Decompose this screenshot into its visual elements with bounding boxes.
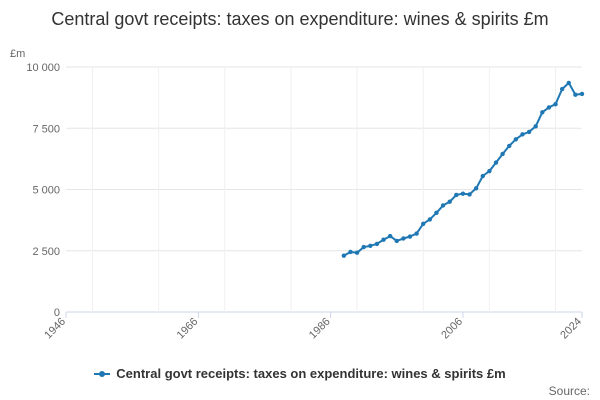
data-point [566,80,571,86]
y-axis: 0 2 500 5 000 7 500 10 000£m [10,48,60,319]
data-point [381,237,386,242]
data-point [434,210,439,215]
data-point [361,244,366,250]
data-point [546,105,552,110]
data-point [526,129,532,135]
data-point [579,91,585,97]
data-point [480,173,485,179]
legend[interactable]: Central govt receipts: taxes on expendit… [0,366,600,381]
x-tick-label: 1986 [307,316,333,342]
x-tick-label: 1966 [175,316,201,342]
x-axis: 1946 1966 1986 2006 2024 [42,312,584,341]
data-point [559,86,565,92]
data-point [467,192,472,197]
data-point [387,233,393,239]
legend-dot [99,370,106,377]
legend-line-marker-icon [94,368,111,380]
data-point [440,203,446,208]
data-point [493,160,499,165]
data-point [341,253,347,258]
data-point [447,199,452,204]
series-line [343,81,583,257]
data-point [540,110,545,115]
y-tick-label: 0 [54,307,60,319]
data-point [374,241,380,247]
data-point [507,143,512,149]
data-point [427,217,433,222]
x-tick-label: 2006 [439,316,465,342]
data-point [460,191,466,196]
data-point [421,221,426,226]
data-point [573,92,578,97]
data-point [394,238,399,244]
x-tick-label: 1946 [42,316,68,342]
data-point [487,168,492,174]
data-point [368,243,373,249]
data-point [533,124,538,129]
gridlines [66,66,582,313]
data-point [473,186,479,191]
y-axis-unit-label: £m [10,48,25,60]
data-point [500,151,505,157]
data-point [401,236,406,241]
data-point [348,249,353,255]
data-point [520,132,525,137]
data-point [354,250,360,255]
series-group [341,80,585,258]
y-tick-label: 7 500 [32,123,60,135]
data-point [553,102,558,107]
y-tick-label: 10 000 [26,62,60,74]
data-point [513,137,519,142]
y-tick-label: 5 000 [32,185,60,197]
data-point [407,234,413,239]
x-tick-label: 2024 [558,316,584,342]
y-tick-label: 2 500 [32,246,60,258]
source-label: Source: [548,384,590,398]
data-point [414,231,419,236]
chart-title: Central govt receipts: taxes on expendit… [51,9,549,29]
data-point [454,192,459,198]
legend-label: Central govt receipts: taxes on expendit… [116,366,506,381]
